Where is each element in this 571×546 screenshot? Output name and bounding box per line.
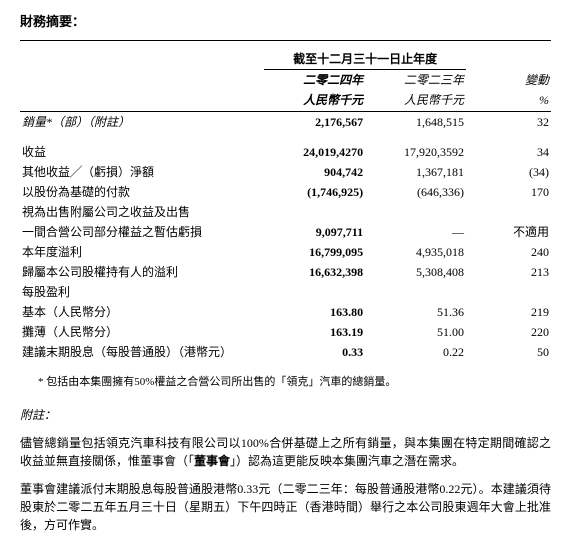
row-change: 34 — [466, 142, 551, 162]
row-value-2023: 1,648,515 — [365, 111, 466, 132]
col-header-change: 變動 — [466, 69, 551, 90]
row-value-2023: 51.36 — [365, 302, 466, 322]
row-change: 240 — [466, 242, 551, 262]
row-value-2024: 163.19 — [264, 322, 365, 342]
unit-change: % — [466, 90, 551, 112]
table-row: 建議末期股息（每股普通股）（港幣元）0.330.2250 — [20, 342, 551, 362]
row-change: 219 — [466, 302, 551, 322]
row-label: 攤薄（人民幣分） — [20, 322, 264, 342]
row-label: 收益 — [20, 142, 264, 162]
row-value-2024: 16,799,095 — [264, 242, 365, 262]
star-footnote: * 包括由本集團擁有50%權益之合營公司所出售的「領克」汽車的總銷量。 — [20, 374, 551, 391]
row-value-2024: 9,097,711 — [264, 222, 365, 242]
row-value-2023: (646,336) — [365, 182, 466, 202]
row-value-2024: 0.33 — [264, 342, 365, 362]
note-paragraph-2: 董事會建議派付末期股息每股普通股港幣0.33元（二零二三年：每股普通股港幣0.2… — [20, 480, 551, 534]
table-row: 一間合營公司部分權益之暫估虧損9,097,711—不適用 — [20, 222, 551, 242]
row-label: 建議末期股息（每股普通股）（港幣元） — [20, 342, 264, 362]
note1-text-b: 」）認為這更能反映本集團汽車之潛在需求。 — [230, 454, 464, 468]
row-value-2023: 1,367,181 — [365, 162, 466, 182]
row-value-2024: 24,019,4270 — [264, 142, 365, 162]
row-value-2024: (1,746,925) — [264, 182, 365, 202]
table-row: 每股盈利 — [20, 282, 551, 302]
unit-2023: 人民幣千元 — [365, 90, 466, 112]
table-row: 銷量*（部）（附註）2,176,5671,648,51532 — [20, 111, 551, 132]
col-header-2023: 二零二三年 — [365, 69, 466, 90]
row-label: 視為出售附屬公司之收益及出售 — [20, 202, 264, 222]
row-change — [466, 282, 551, 302]
row-change: 220 — [466, 322, 551, 342]
table-row: 基本（人民幣分）163.8051.36219 — [20, 302, 551, 322]
year-header-row: 二零二四年 二零二三年 變動 — [20, 69, 551, 90]
table-row: 歸屬本公司股權持有人的溢利16,632,3985,308,408213 — [20, 262, 551, 282]
row-change: 32 — [466, 111, 551, 132]
row-label: 基本（人民幣分） — [20, 302, 264, 322]
table-row — [20, 132, 551, 142]
financial-summary-table: 截至十二月三十一日止年度 二零二四年 二零二三年 變動 人民幣千元 人民幣千元 … — [20, 49, 551, 362]
row-change: (34) — [466, 162, 551, 182]
row-change: 170 — [466, 182, 551, 202]
row-value-2023: 0.22 — [365, 342, 466, 362]
col-header-2024: 二零二四年 — [264, 69, 365, 90]
note-paragraph-1: 儘管總銷量包括領克汽車科技有限公司以100%合併基礎上之所有銷量，與本集團在特定… — [20, 434, 551, 470]
row-value-2024: 2,176,567 — [264, 111, 365, 132]
period-header-row: 截至十二月三十一日止年度 — [20, 49, 551, 70]
row-label: 其他收益╱（虧損）淨額 — [20, 162, 264, 182]
row-value-2023: 4,935,018 — [365, 242, 466, 262]
row-value-2023: 5,308,408 — [365, 262, 466, 282]
row-value-2024: 904,742 — [264, 162, 365, 182]
row-change: 213 — [466, 262, 551, 282]
row-change: 不適用 — [466, 222, 551, 242]
table-row: 本年度溢利16,799,0954,935,018240 — [20, 242, 551, 262]
unit-2024: 人民幣千元 — [264, 90, 365, 112]
row-value-2024: 163.80 — [264, 302, 365, 322]
note1-bold-term: 董事會 — [194, 454, 230, 468]
row-label: 以股份為基礎的付款 — [20, 182, 264, 202]
row-value-2023 — [365, 202, 466, 222]
row-label: 本年度溢利 — [20, 242, 264, 262]
table-row: 其他收益╱（虧損）淨額904,7421,367,181(34) — [20, 162, 551, 182]
unit-header-row: 人民幣千元 人民幣千元 % — [20, 90, 551, 112]
table-row: 收益24,019,427017,920,359234 — [20, 142, 551, 162]
row-value-2023: 51.00 — [365, 322, 466, 342]
row-label: 每股盈利 — [20, 282, 264, 302]
row-label: 銷量*（部）（附註） — [20, 111, 264, 132]
table-row: 視為出售附屬公司之收益及出售 — [20, 202, 551, 222]
row-change — [466, 202, 551, 222]
table-row: 以股份為基礎的付款(1,746,925)(646,336)170 — [20, 182, 551, 202]
row-value-2024: 16,632,398 — [264, 262, 365, 282]
row-value-2024 — [264, 282, 365, 302]
row-value-2023: — — [365, 222, 466, 242]
period-header: 截至十二月三十一日止年度 — [264, 49, 466, 70]
section-title: 財務摘要： — [20, 12, 551, 32]
row-value-2024 — [264, 202, 365, 222]
table-row: 攤薄（人民幣分）163.1951.00220 — [20, 322, 551, 342]
row-label: 歸屬本公司股權持有人的溢利 — [20, 262, 264, 282]
row-value-2023 — [365, 282, 466, 302]
row-label: 一間合營公司部分權益之暫估虧損 — [20, 222, 264, 242]
row-change: 50 — [466, 342, 551, 362]
horizontal-divider — [20, 40, 551, 41]
notes-label: 附註： — [20, 406, 551, 424]
row-value-2023: 17,920,3592 — [365, 142, 466, 162]
